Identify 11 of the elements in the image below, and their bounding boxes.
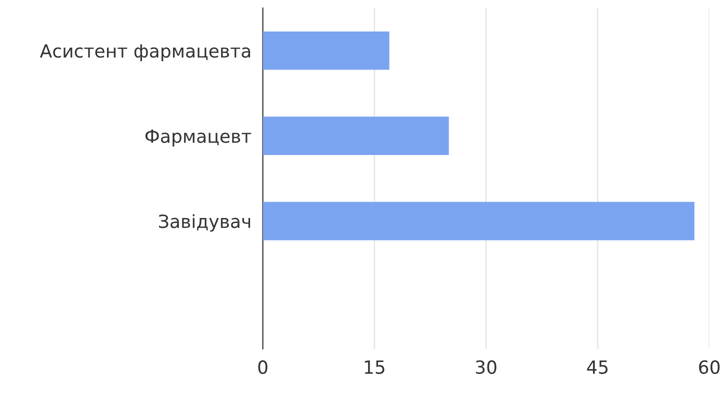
x-tick-label: 15 <box>364 360 384 374</box>
bar <box>262 202 694 240</box>
bar <box>262 116 449 156</box>
y-tick-label: Асистент фармацевта <box>40 44 250 62</box>
x-tick-label: 45 <box>587 360 608 374</box>
bar <box>262 31 390 70</box>
y-tick-label: Фармацевт <box>145 130 252 146</box>
x-tick-label: 0 <box>258 360 268 374</box>
x-tick-label: 30 <box>476 360 496 374</box>
x-tick-label: 60 <box>699 360 720 374</box>
y-tick-label: Завідувач <box>159 214 250 232</box>
